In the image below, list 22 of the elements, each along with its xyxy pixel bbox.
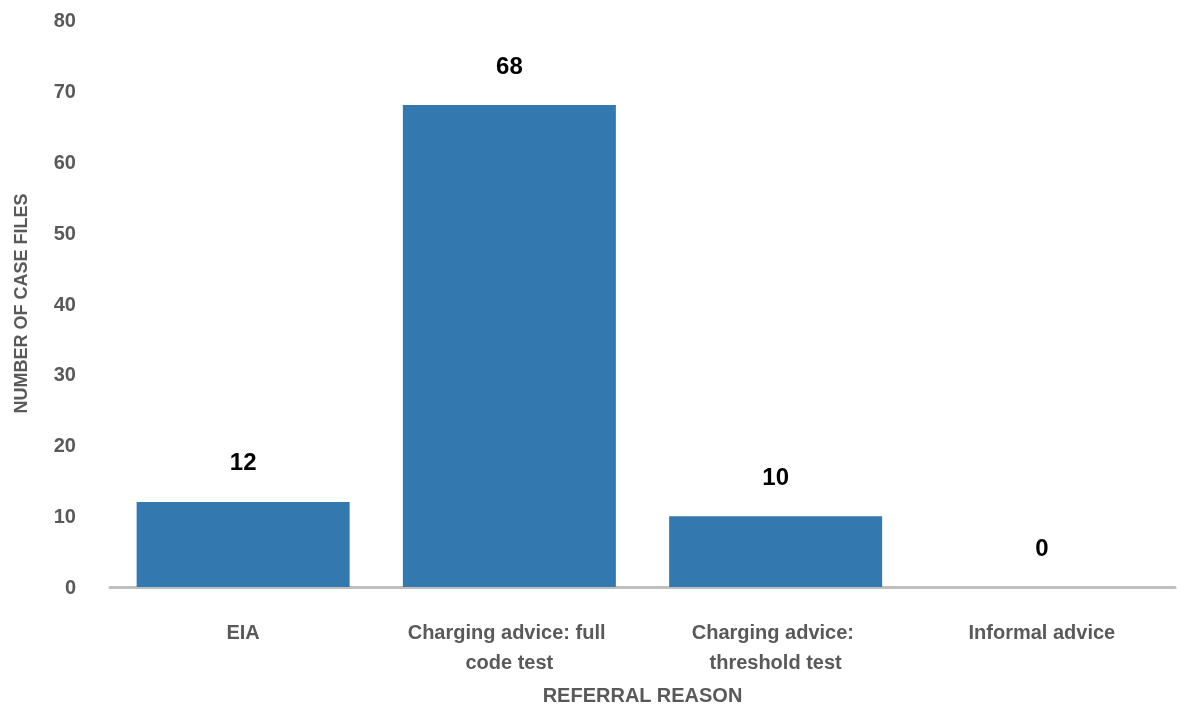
y-tick-label: 80 [53,9,76,31]
y-tick-label: 0 [64,576,76,598]
x-tick-label: Charging advice: full code test [407,621,612,673]
data-label: 0 [1035,533,1049,561]
x-tick-label: Informal advice [968,621,1116,643]
y-tick-label: 30 [53,363,76,386]
y-tick-label: 50 [53,221,76,244]
y-axis-title: NUMBER OF CASE FILES [11,193,31,414]
x-axis-title: REFERRAL REASON [542,684,743,706]
data-label: 10 [762,462,789,490]
x-tick-label: Charging advice: threshold test [691,621,860,673]
y-tick-label: 20 [53,434,76,457]
bar [669,516,883,587]
bar [402,105,616,587]
x-tick-label: EIA [226,621,260,643]
bar [136,501,350,587]
data-label: 12 [229,448,257,476]
y-tick-label: 70 [53,79,76,102]
y-tick-label: 60 [53,150,76,173]
data-label: 68 [496,51,523,79]
y-tick-label: 10 [53,505,76,528]
y-tick-label: 40 [53,292,76,315]
